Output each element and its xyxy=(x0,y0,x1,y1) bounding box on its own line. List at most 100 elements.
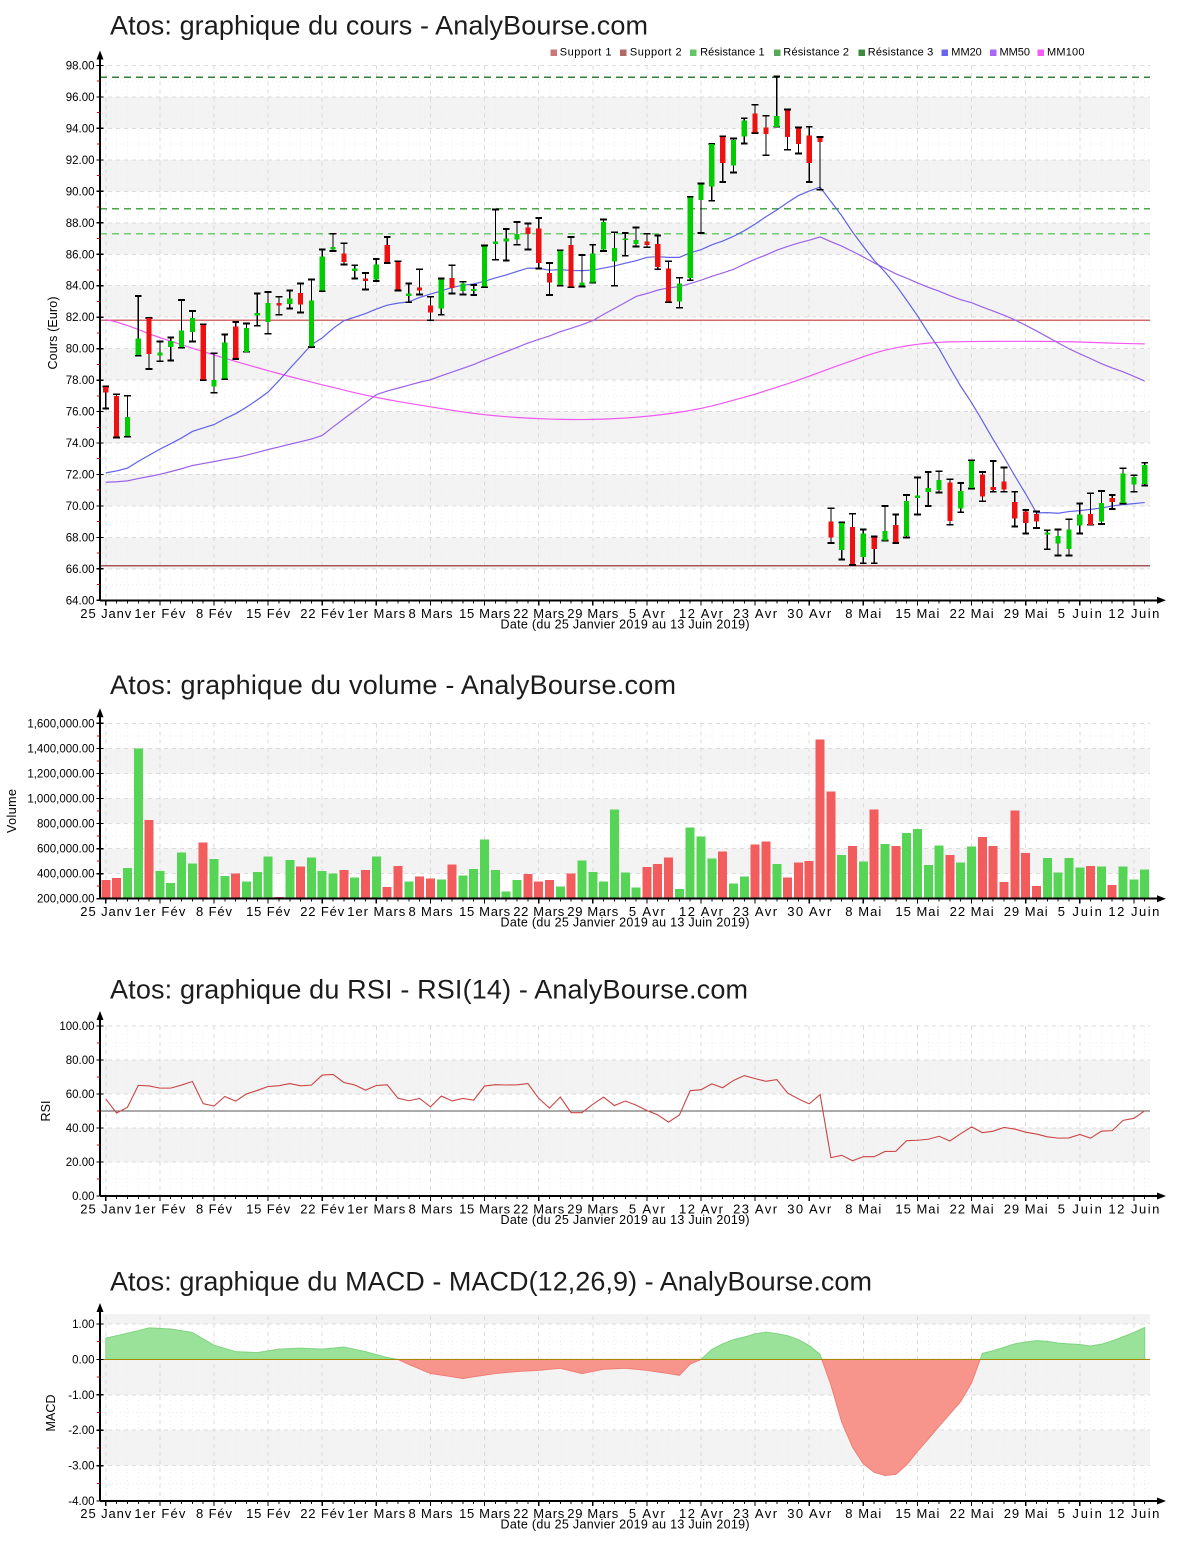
svg-text:15 Mars: 15 Mars xyxy=(459,1506,510,1521)
svg-text:Atos: graphique du RSI - RSI(1: Atos: graphique du RSI - RSI(14) - Analy… xyxy=(110,974,748,1004)
svg-text:1er Fév: 1er Fév xyxy=(134,606,186,621)
svg-text:22 Mars: 22 Mars xyxy=(513,1506,565,1521)
svg-text:-4.00: -4.00 xyxy=(68,1496,94,1508)
svg-text:22 Mai: 22 Mai xyxy=(950,606,994,621)
svg-text:Date (du 25 Janvier 2019 au 13: Date (du 25 Janvier 2019 au 13 Juin 2019… xyxy=(501,1517,750,1531)
svg-text:22 Mars: 22 Mars xyxy=(513,606,565,621)
svg-text:15 Mai: 15 Mai xyxy=(895,904,939,919)
svg-text:8 Mai: 8 Mai xyxy=(845,904,881,919)
svg-text:30 Avr: 30 Avr xyxy=(787,1202,832,1217)
svg-text:64.00: 64.00 xyxy=(66,595,95,607)
svg-text:29 Mai: 29 Mai xyxy=(1004,904,1048,919)
svg-text:94.00: 94.00 xyxy=(66,123,95,135)
svg-text:12 Juin: 12 Juin xyxy=(1108,606,1159,621)
svg-text:30 Avr: 30 Avr xyxy=(787,1506,832,1521)
svg-text:30 Avr: 30 Avr xyxy=(787,904,832,919)
svg-text:12 Avr: 12 Avr xyxy=(679,1202,724,1217)
svg-text:5 Avr: 5 Avr xyxy=(629,1202,666,1217)
svg-text:15 Mars: 15 Mars xyxy=(459,606,510,621)
svg-text:15 Mai: 15 Mai xyxy=(895,1506,939,1521)
svg-text:22 Mars: 22 Mars xyxy=(513,1202,565,1217)
svg-text:86.00: 86.00 xyxy=(66,249,95,261)
svg-text:12 Juin: 12 Juin xyxy=(1108,904,1159,919)
svg-text:72.00: 72.00 xyxy=(66,470,95,482)
svg-text:1er Fév: 1er Fév xyxy=(134,1506,186,1521)
svg-text:15 Fév: 15 Fév xyxy=(246,606,291,621)
svg-text:15 Mai: 15 Mai xyxy=(895,1202,939,1217)
svg-text:23 Avr: 23 Avr xyxy=(733,606,778,621)
svg-text:8 Fév: 8 Fév xyxy=(196,606,233,621)
svg-text:20.00: 20.00 xyxy=(66,1157,95,1169)
svg-text:22 Fév: 22 Fév xyxy=(300,1506,345,1521)
svg-text:1,600,000.00: 1,600,000.00 xyxy=(27,718,94,730)
svg-text:22 Mars: 22 Mars xyxy=(513,904,565,919)
svg-text:600,000.00: 600,000.00 xyxy=(37,844,95,856)
svg-text:RSI: RSI xyxy=(39,1101,53,1122)
svg-text:12 Avr: 12 Avr xyxy=(679,904,724,919)
svg-text:Cours (Euro): Cours (Euro) xyxy=(46,297,60,370)
svg-text:66.00: 66.00 xyxy=(66,564,95,576)
svg-text:29 Mars: 29 Mars xyxy=(567,1506,619,1521)
svg-text:1.00: 1.00 xyxy=(72,1319,94,1331)
svg-text:5 Juin: 5 Juin xyxy=(1058,606,1102,621)
svg-text:22 Fév: 22 Fév xyxy=(300,606,345,621)
svg-text:15 Mars: 15 Mars xyxy=(459,1202,510,1217)
svg-text:23 Avr: 23 Avr xyxy=(733,904,778,919)
svg-text:1er Mars: 1er Mars xyxy=(347,606,406,621)
svg-text:1,200,000.00: 1,200,000.00 xyxy=(27,768,94,780)
svg-text:Résistance 1: Résistance 1 xyxy=(700,47,765,59)
svg-text:5 Juin: 5 Juin xyxy=(1058,904,1102,919)
svg-text:200,000.00: 200,000.00 xyxy=(37,894,95,906)
svg-text:-1.00: -1.00 xyxy=(68,1390,94,1402)
svg-text:MACD: MACD xyxy=(44,1395,58,1432)
svg-text:8 Mars: 8 Mars xyxy=(409,904,454,919)
svg-text:Support 2: Support 2 xyxy=(630,47,682,59)
svg-text:-3.00: -3.00 xyxy=(68,1461,94,1473)
svg-text:15 Fév: 15 Fév xyxy=(246,904,291,919)
svg-text:5 Juin: 5 Juin xyxy=(1058,1202,1102,1217)
svg-text:1er Mars: 1er Mars xyxy=(347,1202,406,1217)
svg-text:22 Mai: 22 Mai xyxy=(950,1202,994,1217)
svg-text:88.00: 88.00 xyxy=(66,218,95,230)
svg-text:25 Janv: 25 Janv xyxy=(80,1506,132,1521)
svg-text:1er Fév: 1er Fév xyxy=(134,904,186,919)
svg-text:1er Mars: 1er Mars xyxy=(347,1506,406,1521)
svg-text:1er Fév: 1er Fév xyxy=(134,1202,186,1217)
svg-text:29 Mars: 29 Mars xyxy=(567,1202,619,1217)
svg-text:15 Fév: 15 Fév xyxy=(246,1506,291,1521)
svg-text:25 Janv: 25 Janv xyxy=(80,904,132,919)
svg-text:82.00: 82.00 xyxy=(66,312,95,324)
svg-text:70.00: 70.00 xyxy=(66,501,95,513)
svg-text:30 Avr: 30 Avr xyxy=(787,606,832,621)
svg-text:0.00: 0.00 xyxy=(72,1354,94,1366)
svg-text:15 Mai: 15 Mai xyxy=(895,606,939,621)
svg-text:25 Janv: 25 Janv xyxy=(80,1202,132,1217)
svg-text:90.00: 90.00 xyxy=(66,186,95,198)
svg-text:68.00: 68.00 xyxy=(66,532,95,544)
svg-text:800,000.00: 800,000.00 xyxy=(37,819,95,831)
svg-text:60.00: 60.00 xyxy=(66,1089,95,1101)
svg-text:8 Mai: 8 Mai xyxy=(845,1202,881,1217)
svg-text:Date (du 25 Janvier 2019 au 13: Date (du 25 Janvier 2019 au 13 Juin 2019… xyxy=(501,1213,750,1227)
svg-text:96.00: 96.00 xyxy=(66,92,95,104)
svg-text:74.00: 74.00 xyxy=(66,438,95,450)
svg-text:15 Fév: 15 Fév xyxy=(246,1202,291,1217)
svg-text:Support 1: Support 1 xyxy=(560,47,612,59)
svg-text:8 Mars: 8 Mars xyxy=(409,606,454,621)
svg-text:25 Janv: 25 Janv xyxy=(80,606,132,621)
svg-text:8 Fév: 8 Fév xyxy=(196,1506,233,1521)
svg-text:400,000.00: 400,000.00 xyxy=(37,869,95,881)
svg-text:29 Mai: 29 Mai xyxy=(1004,1202,1048,1217)
svg-text:Date (du 25 Janvier 2019 au 13: Date (du 25 Janvier 2019 au 13 Juin 2019… xyxy=(501,915,750,929)
svg-text:29 Mai: 29 Mai xyxy=(1004,1506,1048,1521)
svg-text:Atos: graphique du volume - An: Atos: graphique du volume - AnalyBourse.… xyxy=(110,670,676,700)
svg-text:Atos: graphique du cours - Ana: Atos: graphique du cours - AnalyBourse.c… xyxy=(110,11,648,41)
svg-text:1,400,000.00: 1,400,000.00 xyxy=(27,743,94,755)
svg-text:40.00: 40.00 xyxy=(66,1123,95,1135)
svg-text:0.00: 0.00 xyxy=(72,1191,94,1203)
svg-text:8 Mars: 8 Mars xyxy=(409,1506,454,1521)
svg-text:76.00: 76.00 xyxy=(66,407,95,419)
svg-text:98.00: 98.00 xyxy=(66,61,95,73)
svg-text:15 Mars: 15 Mars xyxy=(459,904,510,919)
svg-text:23 Avr: 23 Avr xyxy=(733,1506,778,1521)
